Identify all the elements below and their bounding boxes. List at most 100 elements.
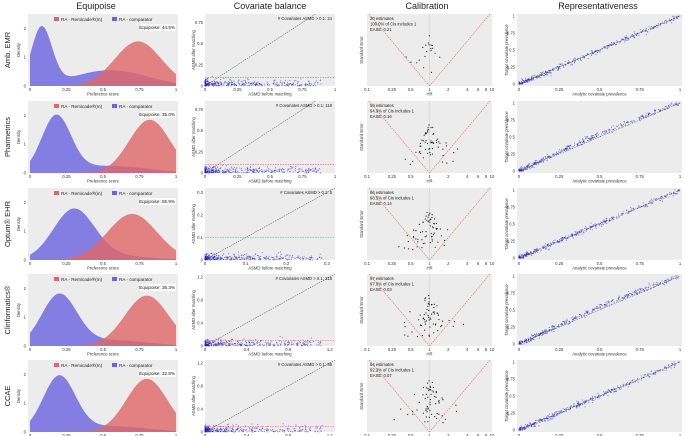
balance-point xyxy=(320,427,322,429)
y-tick-label: 0.1 xyxy=(197,235,203,240)
y-tick-label: 0.8 xyxy=(197,383,203,388)
prevalence-point xyxy=(528,422,530,424)
balance-point xyxy=(309,256,311,259)
balance-point xyxy=(277,252,279,254)
balance-point xyxy=(251,431,253,433)
prevalence-point xyxy=(624,123,627,125)
x-tick-label: 10 xyxy=(490,174,495,179)
balance-point xyxy=(266,81,268,83)
estimate-point xyxy=(432,323,434,325)
prevalence-point xyxy=(565,407,567,409)
balance-point xyxy=(226,84,228,87)
prevalence-point xyxy=(527,254,529,256)
balance-point xyxy=(222,255,224,257)
prevalence-point xyxy=(529,167,531,169)
estimate-point xyxy=(426,219,428,221)
estimate-point xyxy=(429,404,431,406)
balance-point xyxy=(286,83,288,85)
balance-point xyxy=(261,343,263,345)
estimate-point xyxy=(427,396,429,398)
prevalence-point xyxy=(667,278,669,280)
prevalence-point xyxy=(652,202,654,204)
equipoise-label: Equipoise: 44.5% xyxy=(139,24,176,31)
prevalence-point xyxy=(563,408,566,411)
balance-point xyxy=(266,345,268,347)
balance-point xyxy=(209,428,211,430)
balance-point xyxy=(319,342,321,344)
prevalence-point xyxy=(671,15,673,17)
balance-point xyxy=(286,344,288,346)
prevalence-point xyxy=(594,307,596,309)
y-tick-label: 0.5 xyxy=(509,308,515,313)
estimate-point xyxy=(412,410,414,412)
estimate-point xyxy=(439,228,441,230)
prevalence-point xyxy=(583,400,585,402)
balance-point xyxy=(252,169,254,171)
prevalence-point xyxy=(640,115,642,118)
prevalence-point xyxy=(673,16,675,18)
balance-point xyxy=(247,170,249,172)
estimate-point xyxy=(411,331,413,333)
prevalence-point xyxy=(677,361,679,363)
balance-point xyxy=(304,431,306,433)
balance-point xyxy=(235,429,237,431)
balance-point xyxy=(317,169,319,171)
estimate-point xyxy=(400,408,402,410)
x-tick-label: 0.75 xyxy=(135,261,144,266)
prevalence-point xyxy=(548,248,550,250)
y-axis-label: ASMD after matching xyxy=(191,29,196,69)
balance-point xyxy=(210,253,212,255)
x-tick-label: 8 xyxy=(485,174,488,179)
prevalence-point xyxy=(611,219,613,221)
prevalence-point xyxy=(563,323,565,325)
balance-point xyxy=(307,171,310,174)
balance-point xyxy=(233,166,235,169)
balance-point xyxy=(218,170,220,172)
y-tick-label: 1 xyxy=(513,188,516,193)
prevalence-point xyxy=(651,199,653,201)
balance-point xyxy=(207,256,209,258)
y-tick-label: 0.5 xyxy=(509,394,515,399)
y-tick-label: 0.5 xyxy=(197,41,203,46)
balance-point xyxy=(284,431,286,433)
prevalence-point xyxy=(674,363,676,365)
prevalence-point xyxy=(677,104,679,107)
estimate-point xyxy=(420,325,422,327)
estimate-point xyxy=(428,124,430,126)
balance-point xyxy=(220,341,222,343)
balance-point xyxy=(226,427,228,429)
balance-point xyxy=(227,169,229,171)
balance-point xyxy=(301,258,303,260)
balance-point xyxy=(215,344,217,346)
prevalence-point xyxy=(596,50,598,53)
prevalence-point xyxy=(603,392,605,394)
x-tick-label: 0.5 xyxy=(408,174,414,179)
target-density xyxy=(30,213,176,260)
balance-point xyxy=(253,258,255,260)
estimate-point xyxy=(429,212,431,214)
balance-point xyxy=(239,340,241,342)
estimate-point xyxy=(448,320,450,322)
prevalence-point xyxy=(669,105,671,107)
prevalence-point xyxy=(558,149,560,151)
prevalence-point xyxy=(673,361,675,363)
prevalence-point xyxy=(530,423,532,425)
balance-point xyxy=(260,340,262,342)
balance-point xyxy=(220,430,222,432)
estimate-point xyxy=(434,246,436,248)
prevalence-point xyxy=(541,72,543,74)
y-tick-label: 0.8 xyxy=(197,297,203,302)
x-tick-label: 0.25 xyxy=(62,87,71,92)
covariate-balance-panel: # Covariates ASMD > 0.1: 240 0.25 0.5 0.75 1… xyxy=(191,13,337,97)
x-tick-label: 0.25 xyxy=(555,347,564,352)
balance-point xyxy=(217,428,219,430)
prevalence-point xyxy=(661,280,663,282)
x-tick-label: 0.4 xyxy=(244,433,250,436)
prevalence-point xyxy=(557,326,559,328)
balance-point xyxy=(251,257,253,259)
balance-point xyxy=(220,431,222,433)
legend-comparator-swatch xyxy=(112,104,117,108)
balance-point xyxy=(255,339,257,341)
prevalence-point xyxy=(649,28,652,31)
balance-point xyxy=(229,168,231,170)
